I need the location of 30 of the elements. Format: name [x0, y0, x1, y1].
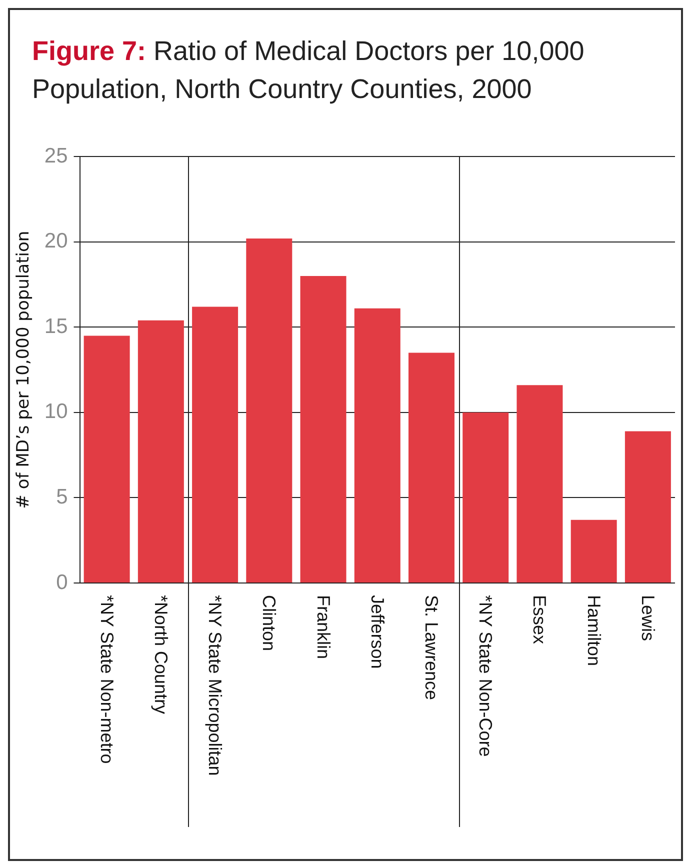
- bar: [354, 308, 400, 582]
- x-tick-label: Lewis: [636, 595, 659, 642]
- bar: [462, 412, 509, 582]
- bar: [192, 306, 238, 582]
- bar: [246, 238, 292, 582]
- x-tick-label: Franklin: [312, 595, 334, 660]
- x-tick-label: Jefferson: [366, 595, 388, 669]
- x-tick-label: Essex: [528, 595, 551, 644]
- bar: [138, 320, 184, 582]
- x-tick-label: St. Lawrence: [420, 595, 442, 700]
- y-axis-title: # of MD’s per 10,000 population: [14, 230, 34, 509]
- bar: [84, 336, 130, 582]
- bar: [516, 385, 563, 582]
- bar: [300, 276, 346, 582]
- bar: [570, 520, 617, 582]
- x-tick-label: *NY State Micropolitan: [204, 595, 226, 776]
- x-tick-label: *NY State Non-metro: [96, 595, 118, 764]
- y-tick-label: 15: [44, 314, 68, 338]
- x-tick-label: Clinton: [258, 595, 280, 652]
- bar: [408, 352, 454, 582]
- y-tick-label: 0: [56, 570, 68, 594]
- x-tick-label: *NY State Non-Core: [474, 595, 497, 757]
- x-tick-label: *North Country: [150, 595, 172, 714]
- y-tick-label: 25: [44, 144, 68, 168]
- y-tick-label: 5: [56, 486, 68, 509]
- bar: [624, 431, 671, 582]
- y-tick-label: 20: [44, 230, 68, 253]
- y-tick-label: 10: [44, 400, 68, 424]
- chart-title: Figure 7: Ratio of Medical Doctors per 10,000 Population, North Country Counties, 2000: [32, 36, 584, 104]
- x-tick-label: Hamilton: [582, 595, 605, 666]
